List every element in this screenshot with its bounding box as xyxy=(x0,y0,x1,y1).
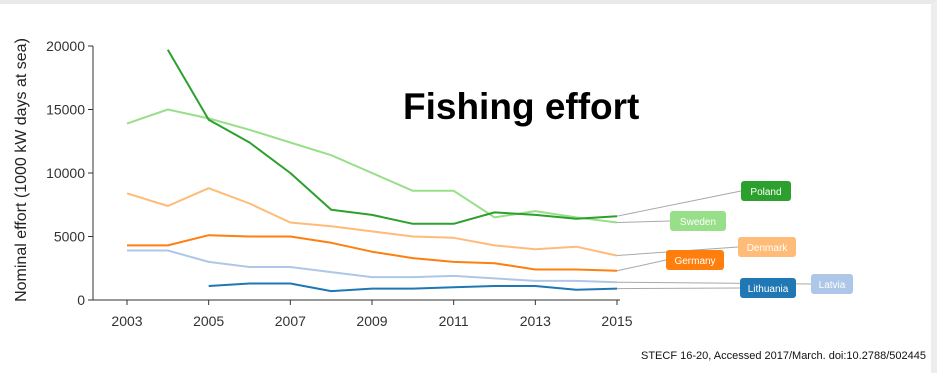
x-tick-label: 2005 xyxy=(193,313,224,329)
y-tick-label: 0 xyxy=(77,292,85,308)
series-label-latvia: Latvia xyxy=(819,280,846,291)
y-axis: 0 5000 10000 15000 20000 xyxy=(46,38,94,308)
series-line-poland xyxy=(166,49,618,225)
series-labels: Sweden Poland Denmark Germany Latvia Lithuani… xyxy=(616,181,853,298)
label-box-sweden xyxy=(670,211,726,231)
series-label-germany: Germany xyxy=(674,256,715,267)
x-tick-label: 2007 xyxy=(275,313,306,329)
series-label-sweden: Sweden xyxy=(680,217,716,228)
series-line-lithuania xyxy=(208,282,618,293)
chart-title: Fishing effort xyxy=(403,86,640,127)
x-tick-label: 2003 xyxy=(111,313,142,329)
series-line-denmark xyxy=(126,187,618,257)
label-leader-germany xyxy=(616,259,667,272)
label-leader-poland xyxy=(616,190,742,217)
label-leader-sweden xyxy=(616,220,671,224)
y-axis-label: Nominal effort (1000 kW days at sea) xyxy=(13,38,30,302)
y-tick-label: 5000 xyxy=(54,229,85,245)
series-label-lithuania: Lithuania xyxy=(748,284,789,295)
label-leader-lithuania xyxy=(616,287,741,290)
series-line-latvia xyxy=(127,249,618,284)
x-tick-label: 2015 xyxy=(601,313,632,329)
series-label-poland: Poland xyxy=(750,187,781,198)
y-tick-label: 20000 xyxy=(46,38,85,54)
x-tick-label: 2011 xyxy=(439,313,469,329)
label-box-lithuania xyxy=(740,278,796,298)
y-tick-label: 10000 xyxy=(46,165,85,181)
series-label-denmark: Denmark xyxy=(747,243,789,254)
label-box-latvia xyxy=(811,274,853,294)
label-box-poland xyxy=(741,181,791,201)
x-tick-label: 2013 xyxy=(520,313,551,329)
x-axis: 2003 2005 2007 2009 2011 2013 2015 xyxy=(93,299,633,329)
y-tick-label: 15000 xyxy=(46,102,85,118)
source-caption: STECF 16-20, Accessed 2017/March. doi:10… xyxy=(641,350,926,362)
series-line-germany xyxy=(127,234,618,272)
label-box-germany xyxy=(666,250,724,270)
x-tick-label: 2009 xyxy=(356,313,387,329)
label-box-denmark xyxy=(738,237,796,257)
series-lines xyxy=(126,49,618,293)
